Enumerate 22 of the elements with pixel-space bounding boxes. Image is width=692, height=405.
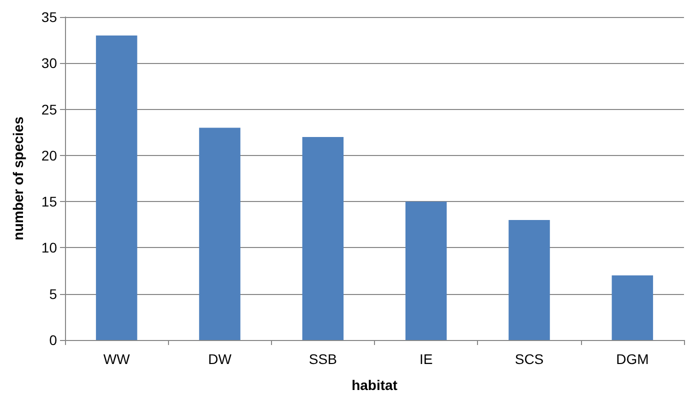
x-tick-label: DW: [208, 351, 232, 367]
x-tick-label: IE: [419, 351, 433, 367]
bar: [199, 128, 240, 340]
y-axis-title: number of species: [10, 116, 26, 240]
x-axis-title: habitat: [352, 377, 398, 393]
y-tick-label: 25: [41, 101, 58, 118]
y-tick-label: 20: [41, 147, 58, 164]
x-tick-label: DGM: [616, 351, 649, 367]
x-tick-label: SCS: [514, 351, 544, 367]
y-tick-label: 10: [41, 240, 58, 256]
x-tick-label: WW: [103, 351, 131, 367]
bar: [96, 35, 138, 340]
y-tick-label: 5: [49, 286, 58, 302]
bar: [612, 275, 654, 340]
y-tick-label: 0: [49, 332, 58, 348]
bar: [508, 220, 550, 340]
bar: [302, 136, 344, 340]
bar: [405, 202, 447, 340]
y-tick-label: 35: [41, 9, 58, 25]
x-tick-label: SSB: [308, 351, 337, 367]
y-tick-label: 15: [41, 194, 58, 210]
y-tick-label: 30: [41, 55, 58, 72]
